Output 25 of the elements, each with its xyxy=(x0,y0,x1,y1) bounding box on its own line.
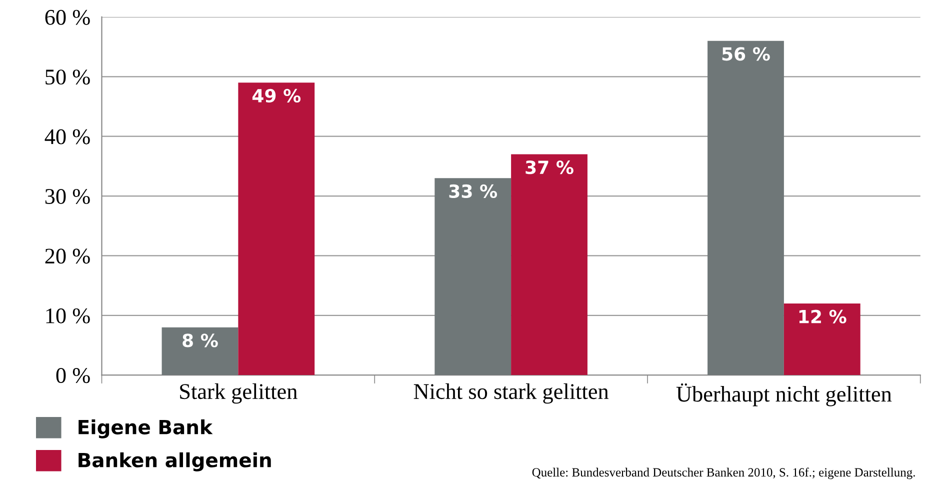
source-note: Quelle: Bundesverband Deutscher Banken 2010, S. 16f.; eigene Darstellung. xyxy=(532,468,915,480)
bar xyxy=(784,303,860,376)
bar xyxy=(162,327,238,376)
data-label: 49 % xyxy=(252,88,301,103)
data-label: 8 % xyxy=(182,334,218,348)
bar xyxy=(434,178,512,376)
bar xyxy=(511,154,588,376)
x-tick-label: Stark gelitten xyxy=(180,383,298,404)
y-tick-label: 10 % xyxy=(46,308,90,324)
data-label: 12 % xyxy=(799,310,846,324)
data-label: 33 % xyxy=(449,184,498,198)
y-tick-label: 60 % xyxy=(45,10,90,25)
x-tick-label: Überhaupt nicht gelitten xyxy=(676,383,892,406)
legend-label: Banken allgemein xyxy=(78,452,271,472)
bar xyxy=(238,82,315,376)
y-tick-label: 50 % xyxy=(46,70,90,85)
bar xyxy=(708,40,784,376)
data-label: 37 % xyxy=(526,160,574,174)
data-label: 56 % xyxy=(722,47,770,61)
y-tick-label: 20 % xyxy=(45,248,90,264)
x-tick-label: Nicht so stark gelitten xyxy=(414,383,609,404)
y-tick-label: 30 % xyxy=(45,188,90,204)
y-tick-label: 0 % xyxy=(56,368,90,384)
legend-label: Eigene Bank xyxy=(78,419,213,438)
y-tick-label: 40 % xyxy=(44,129,90,144)
